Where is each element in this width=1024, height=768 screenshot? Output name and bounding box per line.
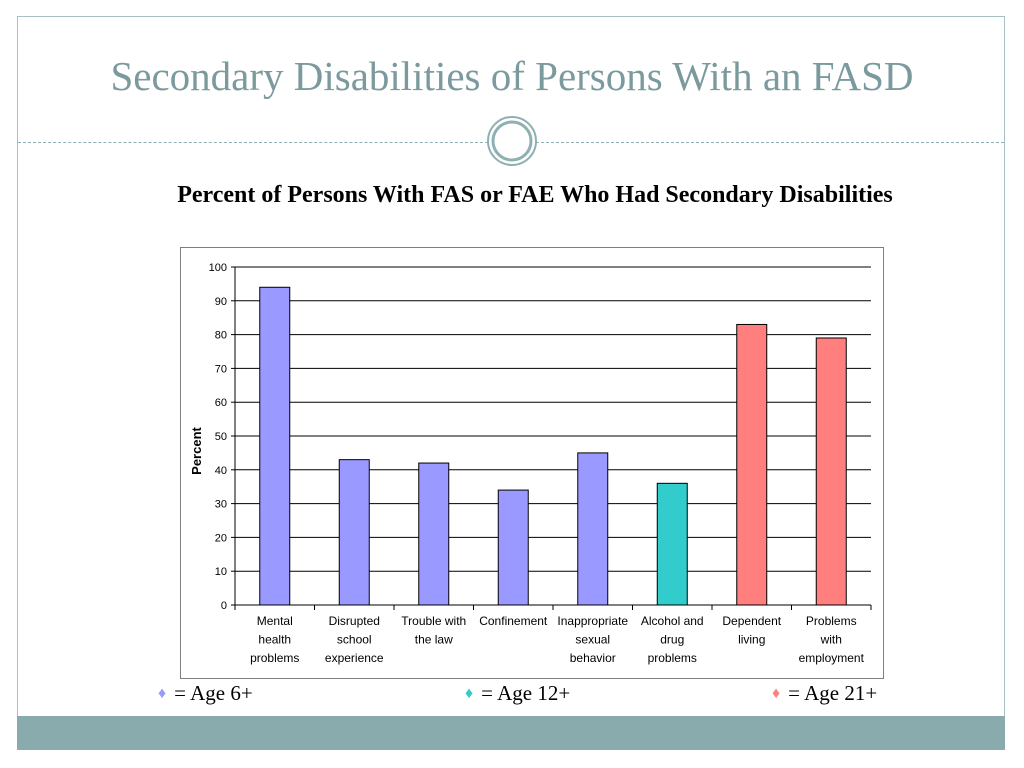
x-tick-label-line: experience [325, 651, 384, 665]
x-tick-label-line: Inappropriate [557, 614, 628, 628]
legend-item-age6: ♦ = Age 6+ [158, 681, 253, 706]
bar [338, 459, 370, 606]
x-tick-label: Alcohol and drug problems [641, 614, 704, 665]
legend-age12-diamond-icon: ♦ [465, 685, 474, 702]
x-tick-label-line: behavior [570, 651, 616, 665]
x-tick-label-line: Dependent [722, 614, 781, 628]
x-tick-label-line: Trouble with [401, 614, 466, 628]
x-tick-label: Inappropriate sexual behavior [557, 614, 628, 665]
y-tick-label: 30 [215, 499, 227, 511]
x-tick-label-line: school [337, 633, 372, 647]
x-tick-label: Confinement [479, 614, 548, 628]
circle-ornament-icon [487, 116, 537, 166]
y-tick-label: 90 [215, 296, 227, 308]
x-tick-label-line: health [258, 633, 291, 647]
legend-age21-diamond-icon: ♦ [772, 685, 781, 702]
bar [497, 489, 529, 606]
x-tick-label-line: drug [660, 633, 684, 647]
bar [577, 452, 609, 606]
bar [736, 323, 768, 606]
bar [418, 462, 450, 606]
x-tick-label-line: employment [799, 651, 865, 665]
x-tick-label-line: with [820, 633, 842, 647]
x-tick-label-line: problems [648, 651, 697, 665]
y-tick-label: 10 [215, 566, 227, 578]
y-tick-label: 20 [215, 532, 227, 544]
x-tick-label-line: Problems [806, 614, 857, 628]
y-tick-label: 40 [215, 465, 227, 477]
y-tick-label: 60 [215, 397, 227, 409]
x-tick-label: Trouble with the law [401, 614, 466, 647]
legend-age21-label: = Age 21+ [788, 681, 878, 705]
x-tick-label: Problems with employment [799, 614, 865, 665]
x-tick-label: Mental health problems [250, 614, 299, 665]
title-divider-left [18, 142, 488, 143]
x-tick-label: Disrupted school experience [325, 614, 384, 665]
y-axis-label: Percent [189, 426, 204, 474]
bar [815, 337, 847, 606]
x-tick-label-line: sexual [575, 633, 610, 647]
footer-band [17, 716, 1005, 750]
x-tick-label-line: Confinement [479, 614, 548, 628]
legend-age6-label: = Age 6+ [174, 681, 253, 705]
x-tick-label-line: Disrupted [329, 614, 380, 628]
bar [656, 482, 688, 606]
bar-chart: 0 10 20 30 40 50 60 70 80 90 100 Mental health proble… [189, 262, 872, 665]
y-tick-label: 100 [209, 262, 227, 274]
chart-heading: Percent of Persons With FAS or FAE Who H… [177, 182, 893, 208]
legend-item-age12: ♦ = Age 12+ [465, 681, 570, 706]
y-tick-label: 80 [215, 330, 227, 342]
y-tick-label: 0 [221, 600, 227, 612]
x-tick-label-line: the law [415, 633, 453, 647]
x-tick-label: Dependent living [722, 614, 781, 647]
legend-age6-diamond-icon: ♦ [158, 685, 167, 702]
title-divider-right [536, 142, 1004, 143]
x-tick-label-line: Alcohol and [641, 614, 704, 628]
x-tick-label-line: Mental [257, 614, 293, 628]
bar [259, 286, 291, 606]
y-tick-label: 50 [215, 431, 227, 443]
legend-item-age21: ♦ = Age 21+ [772, 681, 877, 706]
x-tick-label-line: living [738, 633, 765, 647]
legend-age12-label: = Age 12+ [481, 681, 571, 705]
x-tick-label-line: problems [250, 651, 299, 665]
y-tick-label: 70 [215, 363, 227, 375]
slide-title: Secondary Disabilities of Persons With a… [110, 53, 914, 99]
